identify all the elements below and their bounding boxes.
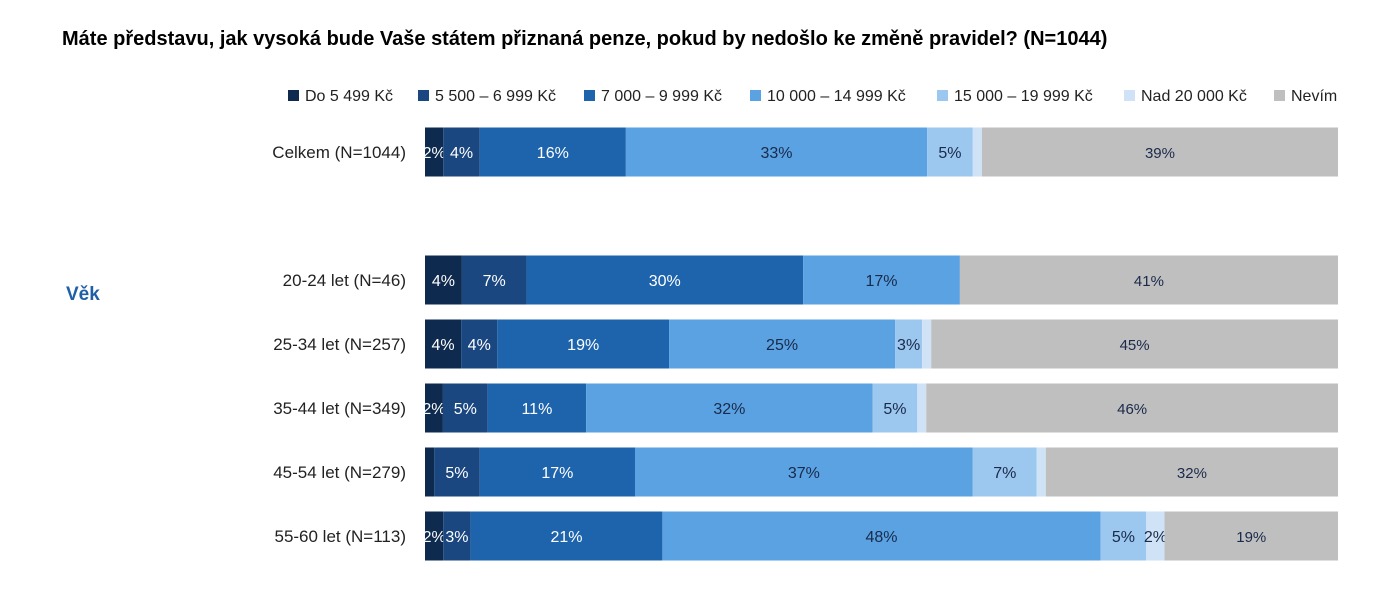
data-label: 21%	[550, 529, 582, 546]
bar-segment	[927, 127, 973, 177]
data-label: 5%	[938, 145, 961, 162]
data-label: 11%	[521, 401, 552, 418]
legend-label: 15 000 – 19 999 Kč	[954, 88, 1093, 105]
data-label: 48%	[865, 529, 897, 546]
bar-segment	[443, 511, 471, 561]
bar-segment	[981, 127, 1338, 177]
bar-segment	[442, 383, 488, 433]
legend-swatch	[288, 90, 299, 101]
bar-segment	[479, 127, 626, 177]
data-label: 3%	[445, 529, 468, 546]
legend-label: Nad 20 000 Kč	[1141, 88, 1247, 105]
data-label: 37%	[788, 465, 820, 482]
bar-segment	[425, 255, 462, 305]
bar-segment	[1036, 447, 1046, 497]
legend-label: 5 500 – 6 999 Kč	[435, 88, 556, 105]
bar-segment	[872, 383, 918, 433]
bar-segment	[479, 447, 635, 497]
category-label: 20-24 let (N=46)	[283, 271, 406, 290]
bar-segment	[959, 255, 1338, 305]
bar-segment	[972, 127, 982, 177]
bar-segment	[586, 383, 873, 433]
bar-segment	[1164, 511, 1338, 561]
data-label: 2%	[422, 401, 445, 418]
bar-segment	[895, 319, 923, 369]
category-label: 55-60 let (N=113)	[274, 527, 406, 546]
bar-segment	[425, 319, 462, 369]
data-label: 41%	[1134, 273, 1164, 290]
data-label: 5%	[883, 401, 906, 418]
legend-label: Nevím	[1291, 88, 1337, 105]
bar-segment	[669, 319, 896, 369]
bar-segment	[625, 127, 928, 177]
data-label: 19%	[1236, 529, 1266, 546]
bar-segment	[922, 319, 932, 369]
data-label: 25%	[766, 337, 798, 354]
legend-swatch	[584, 90, 595, 101]
data-label: 5%	[1112, 529, 1135, 546]
category-label: 35-44 let (N=349)	[273, 399, 406, 418]
data-label: 7%	[483, 273, 506, 290]
data-label: 4%	[432, 273, 455, 290]
bar-segment	[931, 319, 1338, 369]
legend-swatch	[750, 90, 761, 101]
bar-segment	[425, 383, 443, 433]
data-label: 45%	[1120, 337, 1150, 354]
bar-segment	[1045, 447, 1338, 497]
data-label: 30%	[649, 273, 681, 290]
data-label: 17%	[865, 273, 897, 290]
data-label: 4%	[432, 337, 455, 354]
data-label: 16%	[537, 145, 569, 162]
data-label: 5%	[445, 465, 468, 482]
bar-segment	[917, 383, 927, 433]
category-label: 25-34 let (N=257)	[273, 335, 406, 354]
data-label: 32%	[713, 401, 745, 418]
legend-swatch	[1274, 90, 1285, 101]
legend-label: 7 000 – 9 999 Kč	[601, 88, 722, 105]
data-label: 46%	[1117, 401, 1147, 418]
bar-segment	[972, 447, 1037, 497]
data-label: 4%	[468, 337, 491, 354]
bar-segment	[1146, 511, 1165, 561]
bar-segment	[425, 127, 444, 177]
data-label: 39%	[1145, 145, 1175, 162]
bar-segment	[461, 319, 498, 369]
category-label: 45-54 let (N=279)	[273, 463, 406, 482]
legend-label: Do 5 499 Kč	[305, 88, 393, 105]
group-label-age: Věk	[66, 284, 100, 305]
chart-title: Máte představu, jak vysoká bude Vaše stá…	[62, 28, 1108, 50]
category-label: Celkem (N=1044)	[272, 143, 406, 162]
bar-segment	[461, 255, 527, 305]
data-label: 17%	[541, 465, 573, 482]
data-label: 2%	[423, 529, 446, 546]
bar-segment	[1100, 511, 1147, 561]
bar-segment	[926, 383, 1338, 433]
bar-segment	[443, 127, 480, 177]
data-label: 33%	[760, 145, 792, 162]
bar-segment	[425, 511, 444, 561]
data-label: 2%	[1144, 529, 1167, 546]
legend-swatch	[418, 90, 429, 101]
legend-swatch	[1124, 90, 1135, 101]
data-label: 7%	[993, 465, 1016, 482]
data-label: 2%	[423, 145, 446, 162]
bar-segment	[434, 447, 480, 497]
legend-label: 10 000 – 14 999 Kč	[767, 88, 906, 105]
legend-swatch	[937, 90, 948, 101]
bar-segment	[803, 255, 960, 305]
bar-segment	[487, 383, 587, 433]
bar-segment	[470, 511, 663, 561]
bar-segment	[425, 447, 435, 497]
data-label: 3%	[897, 337, 920, 354]
data-label: 19%	[567, 337, 599, 354]
data-label: 4%	[450, 145, 473, 162]
bar-segment	[526, 255, 804, 305]
bar-segment	[497, 319, 670, 369]
data-label: 5%	[454, 401, 477, 418]
data-label: 32%	[1177, 465, 1207, 482]
bar-segment	[662, 511, 1101, 561]
bar-segment	[634, 447, 973, 497]
